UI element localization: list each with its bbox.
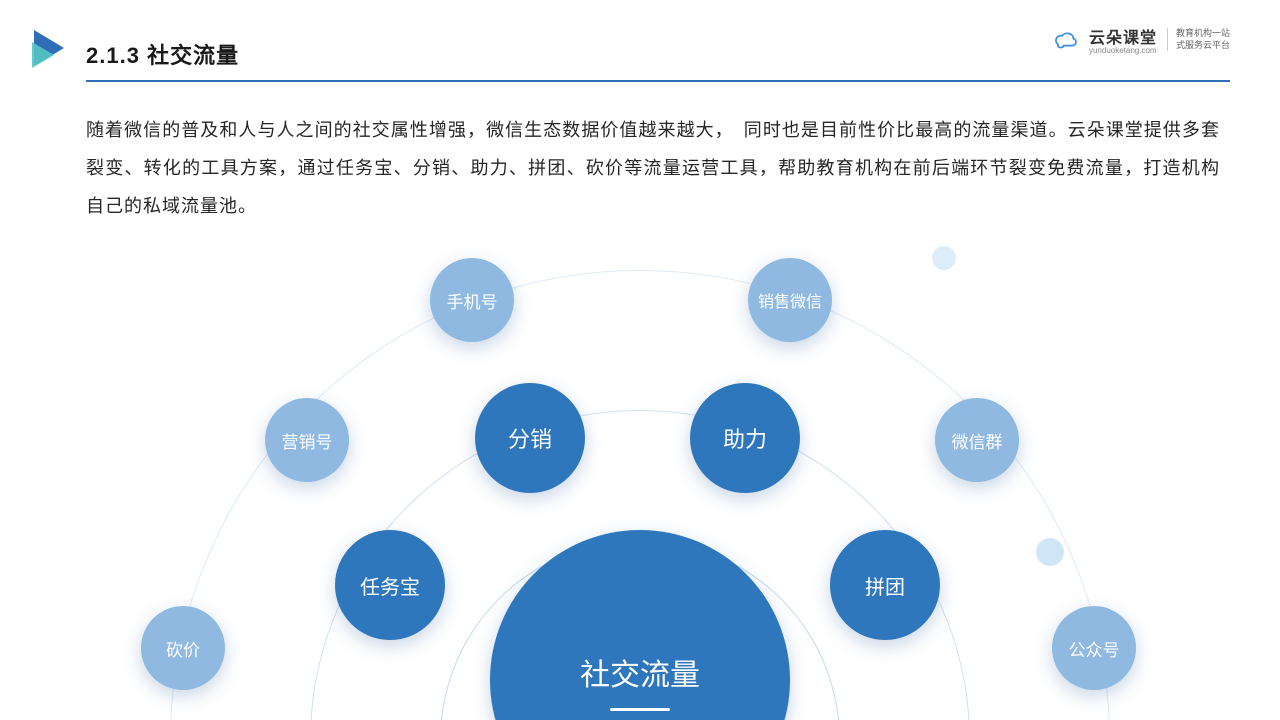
diagram-node: 助力 [690, 383, 800, 493]
diagram-node: 微信群 [935, 398, 1019, 482]
deco-dot [932, 246, 956, 270]
diagram-node: 拼团 [830, 530, 940, 640]
node-label: 社交流量 [580, 650, 700, 694]
node-label: 微信群 [952, 428, 1003, 453]
deco-dot [1036, 538, 1064, 566]
corner-play-icon [30, 28, 70, 73]
diagram-node: 公众号 [1052, 606, 1136, 690]
node-label: 公众号 [1069, 636, 1120, 661]
node-label: 砍价 [166, 636, 200, 661]
radial-diagram: 砍价 营销号 手机号 销售微信微信群公众号 任务宝 分销 助力拼团社交流量 [0, 240, 1280, 720]
diagram-node: 销售微信 [748, 258, 832, 342]
node-label: 分销 [508, 422, 552, 454]
node-label: 营销号 [282, 428, 333, 453]
slide-title: 2.1.3 社交流量 [86, 38, 1230, 70]
diagram-node: 手机号 [430, 258, 514, 342]
node-label: 销售微信 [758, 288, 822, 312]
diagram-node: 任务宝 [335, 530, 445, 640]
node-label: 助力 [723, 422, 767, 454]
diagram-node: 营销号 [265, 398, 349, 482]
node-label: 拼团 [865, 571, 905, 600]
body-paragraph: 随着微信的普及和人与人之间的社交属性增强，微信生态数据价值越来越大， 同时也是目… [86, 112, 1220, 225]
node-label: 手机号 [447, 288, 498, 313]
center-underline [610, 708, 670, 711]
title-underline [86, 80, 1230, 82]
diagram-node: 砍价 [141, 606, 225, 690]
node-label: 任务宝 [360, 571, 420, 600]
diagram-node: 分销 [475, 383, 585, 493]
slide-header: 2.1.3 社交流量 [86, 38, 1230, 82]
